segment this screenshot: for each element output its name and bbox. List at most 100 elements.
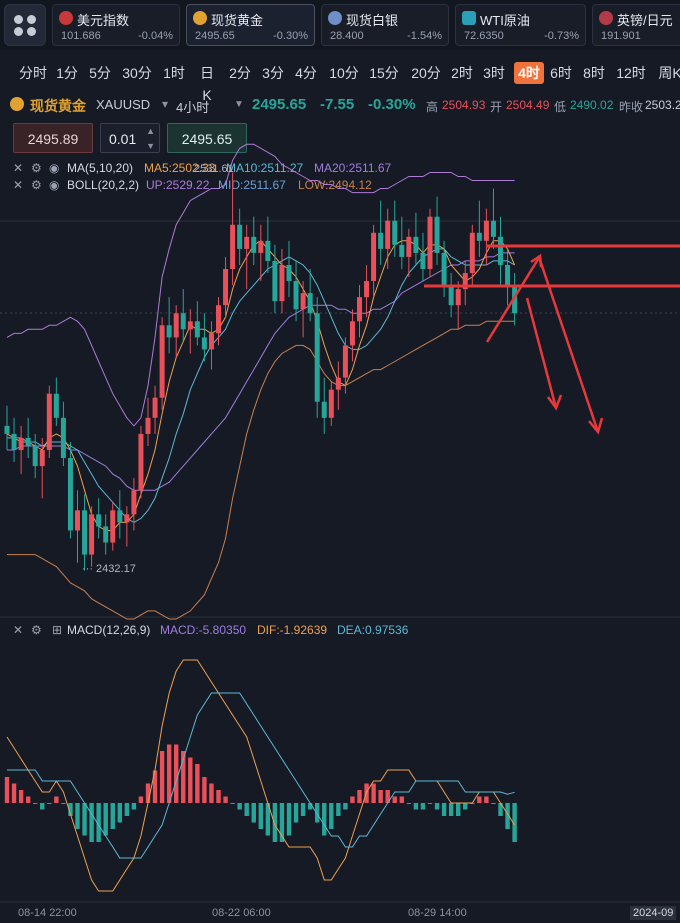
macd-histogram-bar — [322, 803, 327, 836]
timeframe-tab[interactable]: 周K — [658, 65, 680, 81]
candle-body — [476, 232, 482, 241]
ticker-spot-silver[interactable]: 现货白银 28.400 -1.54% — [321, 4, 449, 46]
symbol-name[interactable]: 现货黄金 — [30, 98, 86, 114]
symbol-info-line: 现货黄金 XAUUSD ▾ 4小时 ▼ 2495.65 -7.55 -0.30%… — [0, 92, 680, 116]
timeframe-tab[interactable]: 15分 — [369, 65, 399, 81]
ma20-line — [7, 252, 515, 491]
down-arrow-drawing — [525, 297, 558, 409]
lot-size-input[interactable]: 0.01 ▲ ▼ — [100, 123, 160, 153]
dea-value: DEA:0.97536 — [337, 623, 409, 637]
candle-body — [138, 433, 144, 491]
timeframe-tab[interactable]: 3时 — [483, 65, 505, 81]
timeframe-tab[interactable]: 2分 — [229, 65, 251, 81]
gold-coin-icon — [193, 11, 207, 25]
macd-histogram-bar — [195, 764, 200, 803]
timeframe-tab[interactable]: 4分 — [295, 65, 317, 81]
x-axis-current-label: 2024-09 — [630, 906, 677, 920]
ticker-usd-index[interactable]: 美元指数 101.686 -0.04% — [52, 4, 180, 46]
gear-icon[interactable]: ⚙ — [31, 623, 42, 637]
macd-histogram-bar — [505, 803, 510, 829]
timeframe-tab[interactable]: 10分 — [329, 65, 359, 81]
candle-body — [96, 514, 102, 527]
down-arrow-head-2 — [588, 417, 604, 435]
timeframe-tab[interactable]: 5分 — [89, 65, 111, 81]
gear-icon[interactable]: ⚙ — [31, 161, 42, 175]
macd-histogram-bar — [223, 796, 228, 803]
candle-body — [279, 264, 285, 302]
macd-histogram-bar — [103, 803, 108, 836]
macd-histogram-bar — [202, 777, 207, 803]
ma5-value: MA5:2502.33 — [144, 161, 216, 175]
macd-histogram-bar — [244, 803, 249, 816]
macd-histogram-bar — [152, 770, 158, 803]
sell-price-button[interactable]: 2495.89 — [13, 123, 93, 153]
eye-icon[interactable]: ◉ — [49, 161, 60, 175]
ticker-price: 72.6350 — [464, 30, 504, 42]
app-menu-icon[interactable] — [4, 4, 46, 46]
down-arrow-drawing-2 — [538, 259, 600, 433]
ticker-change: -1.54% — [407, 30, 442, 42]
macd-histogram-bar — [350, 796, 355, 803]
candle-body — [11, 433, 17, 451]
timeframe-tab[interactable]: 分时 — [19, 65, 47, 81]
ma10-line — [7, 248, 515, 523]
timeframe-tab[interactable]: 4时 — [514, 62, 544, 84]
expand-icon[interactable]: ⊞ — [52, 623, 63, 637]
symbol-dropdown-icon[interactable]: ▾ — [162, 97, 169, 111]
timeframe-tab[interactable]: 20分 — [411, 65, 441, 81]
macd-histogram-bar — [124, 803, 130, 816]
close-indicator-icon[interactable]: ✕ — [13, 161, 24, 175]
candle-body — [300, 293, 306, 310]
macd-histogram-bar — [18, 790, 24, 803]
timeframe-tab[interactable]: 12时 — [616, 65, 646, 81]
ticker-wti-oil[interactable]: WTI原油 72.6350 -0.73% — [455, 4, 586, 46]
ticker-spot-gold[interactable]: 现货黄金 2495.65 -0.30% — [186, 4, 315, 46]
low-label: 低 — [554, 100, 567, 114]
ticker-name: WTI原油 — [480, 13, 530, 28]
macd-histogram-bar — [413, 803, 419, 810]
candle-body — [434, 216, 440, 253]
close-indicator-icon[interactable]: ✕ — [13, 623, 24, 637]
timeframe-tab[interactable]: 6时 — [550, 65, 572, 81]
timeframe-tab[interactable]: 8时 — [583, 65, 605, 81]
prev-close-label: 昨收 — [619, 100, 644, 114]
macd-histogram-bar — [82, 803, 87, 836]
macd-histogram-bar — [286, 803, 292, 836]
buy-price-button[interactable]: 2495.65 — [167, 123, 247, 153]
candle-body — [469, 232, 475, 274]
timeframe-tab[interactable]: 30分 — [122, 65, 152, 81]
ticker-gbp-jpy[interactable]: 英镑/日元 191.901 — [592, 4, 680, 46]
lot-size-value: 0.01 — [109, 131, 137, 147]
period-selector[interactable]: 4小时 — [176, 100, 210, 115]
macd-histogram-bar — [336, 803, 341, 816]
timeframe-tab[interactable]: 3分 — [262, 65, 284, 81]
candle-body — [335, 377, 341, 390]
macd-histogram-bar — [145, 783, 151, 803]
dea-line — [7, 692, 515, 859]
candle-body — [251, 236, 257, 253]
ticker-name: 英镑/日元 — [617, 13, 673, 28]
oil-barrel-icon — [462, 11, 476, 25]
candle-body — [420, 252, 426, 269]
period-dropdown-icon[interactable]: ▼ — [234, 99, 244, 110]
timeframe-tab[interactable]: 1时 — [163, 65, 185, 81]
gear-icon[interactable]: ⚙ — [31, 178, 42, 192]
lot-decrease-icon[interactable]: ▼ — [146, 141, 155, 151]
ticker-change: -0.73% — [544, 30, 579, 42]
x-axis-label: 08-22 06:00 — [212, 907, 271, 919]
close-indicator-icon[interactable]: ✕ — [13, 178, 24, 192]
candle-body — [349, 321, 355, 346]
timeframe-bar: 分时 1分 5分 30分 1时 日K 2分 3分 4分 10分 15分 20分 2时 3时 4时 6时 8时 12… — [0, 58, 680, 103]
timeframe-tab[interactable]: 2时 — [451, 65, 473, 81]
timeframe-tab[interactable]: 日K — [200, 65, 214, 103]
ticker-price: 101.686 — [61, 30, 101, 42]
candle-body — [173, 313, 179, 338]
candle-body — [166, 325, 172, 338]
lot-increase-icon[interactable]: ▲ — [146, 126, 155, 136]
eye-icon[interactable]: ◉ — [49, 178, 60, 192]
candle-body — [328, 389, 334, 418]
candle-body — [194, 321, 200, 338]
timeframe-tab[interactable]: 1分 — [56, 65, 78, 81]
macd-histogram-bar — [33, 803, 38, 804]
